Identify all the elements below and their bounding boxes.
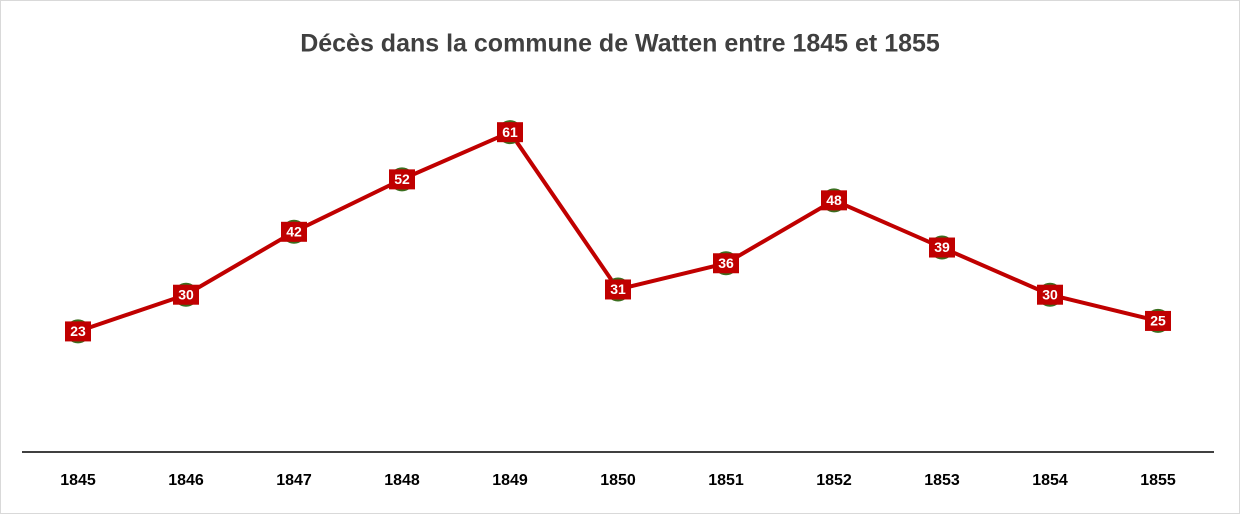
data-label: 36	[718, 255, 734, 271]
x-tick-label: 1846	[168, 472, 204, 489]
data-label-box	[713, 253, 739, 274]
data-label-box	[605, 279, 631, 300]
data-label: 23	[70, 323, 86, 339]
data-label-box	[281, 221, 307, 242]
data-label-box	[1145, 310, 1171, 331]
data-label: 25	[1150, 313, 1166, 329]
x-tick-label: 1854	[1032, 472, 1068, 489]
x-tick-label: 1849	[492, 472, 528, 489]
data-label-box	[929, 237, 955, 258]
x-tick-label: 1848	[384, 472, 420, 489]
data-label: 30	[1042, 286, 1058, 302]
x-tick-label: 1851	[708, 472, 744, 489]
x-tick-label: 1850	[600, 472, 636, 489]
data-label: 31	[610, 281, 626, 297]
x-tick-label: 1855	[1140, 472, 1176, 489]
data-label-box	[389, 169, 415, 190]
data-label: 52	[394, 171, 410, 187]
x-tick-label: 1847	[276, 472, 312, 489]
data-label: 30	[178, 286, 194, 302]
data-label-box	[497, 122, 523, 143]
x-tick-label: 1845	[60, 472, 96, 489]
x-tick-label: 1853	[924, 472, 960, 489]
data-label-box	[173, 284, 199, 305]
data-label: 48	[826, 192, 842, 208]
data-label: 61	[502, 124, 518, 140]
chart-title: Décès dans la commune de Watten entre 18…	[300, 30, 940, 58]
data-label: 39	[934, 239, 950, 255]
data-label-box	[1037, 284, 1063, 305]
data-label-box	[821, 190, 847, 211]
data-label: 42	[286, 224, 302, 240]
x-tick-label: 1852	[816, 472, 852, 489]
data-label-box	[65, 321, 91, 342]
